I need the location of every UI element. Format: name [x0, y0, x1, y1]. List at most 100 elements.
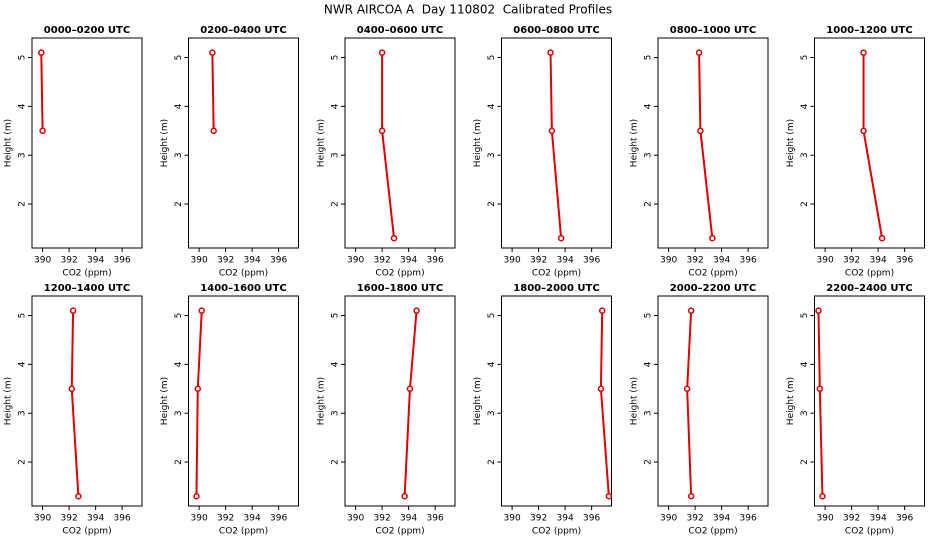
x-tick-label: 390	[504, 256, 521, 266]
profile-point	[819, 492, 826, 500]
x-tick-label: 396	[740, 514, 757, 524]
plot-frame	[657, 295, 769, 507]
profile-point	[597, 385, 605, 393]
y-tick-label: 5	[644, 55, 654, 61]
panel-title: 1000–1200 UTC	[826, 25, 912, 36]
y-tick-label: 5	[174, 55, 184, 61]
x-tick-label: 390	[347, 256, 364, 266]
y-tick-label: 5	[644, 313, 654, 319]
y-tick-label: 2	[18, 201, 28, 207]
profile-point	[860, 127, 867, 135]
panel-title: 0800–1000 UTC	[670, 25, 756, 36]
x-tick-label: 392	[374, 514, 391, 524]
x-tick-label: 396	[270, 514, 287, 524]
y-axis-label: Height (m)	[786, 119, 796, 167]
profile-line	[70, 310, 80, 497]
y-tick-label: 3	[331, 410, 341, 416]
x-tick-label: 394	[400, 256, 417, 266]
profile-line	[211, 52, 215, 131]
x-tick-label: 390	[347, 514, 364, 524]
y-tick-label: 2	[487, 201, 497, 207]
profile-point	[378, 127, 386, 135]
y-tick-label: 3	[18, 410, 28, 416]
x-axis-label: CO2 (ppm)	[219, 527, 268, 537]
x-tick-label: 394	[870, 514, 887, 524]
plot-frame	[814, 295, 925, 507]
x-tick-label: 392	[687, 514, 704, 524]
plot-frame	[344, 37, 456, 249]
y-tick-label: 2	[174, 201, 184, 207]
x-tick-label: 390	[504, 514, 521, 524]
x-tick-label: 390	[817, 256, 834, 266]
profile-point	[878, 234, 886, 242]
panel-title: 0400–0600 UTC	[357, 25, 443, 36]
panel-title: 1400–1600 UTC	[200, 283, 286, 294]
y-tick-label: 5	[487, 313, 497, 319]
y-axis-label: Height (m)	[786, 377, 796, 425]
profile-point	[548, 127, 556, 135]
plot-frame	[31, 295, 143, 507]
profile-point	[193, 492, 200, 500]
y-axis-label: Height (m)	[160, 119, 170, 167]
y-tick-label: 3	[800, 152, 810, 158]
panel-title: 2200–2400 UTC	[826, 283, 912, 294]
x-tick-label: 396	[114, 514, 131, 524]
profile-line	[599, 310, 610, 497]
y-tick-label: 5	[487, 55, 497, 61]
x-tick-label: 390	[34, 514, 51, 524]
y-axis-label: Height (m)	[317, 377, 327, 425]
x-tick-label: 396	[427, 256, 444, 266]
x-tick-label: 394	[244, 256, 261, 266]
x-tick-label: 390	[191, 514, 208, 524]
y-tick-label: 4	[487, 103, 497, 109]
x-axis-label: CO2 (ppm)	[845, 269, 894, 279]
x-tick-label: 392	[687, 256, 704, 266]
x-tick-label: 390	[191, 256, 208, 266]
y-tick-label: 2	[487, 459, 497, 465]
y-axis-label: Height (m)	[473, 119, 483, 167]
panel-title: 0000–0200 UTC	[44, 25, 130, 36]
y-tick-label: 3	[800, 410, 810, 416]
profile-point	[194, 385, 202, 393]
y-tick-label: 5	[331, 55, 341, 61]
y-tick-label: 3	[174, 152, 184, 158]
y-tick-label: 2	[800, 201, 810, 207]
profile-point	[697, 127, 704, 135]
x-axis-label: CO2 (ppm)	[532, 527, 581, 537]
profile-point	[39, 127, 46, 135]
y-axis-label: Height (m)	[630, 377, 640, 425]
y-tick-label: 2	[644, 201, 654, 207]
y-tick-label: 5	[331, 313, 341, 319]
profile-line	[195, 310, 203, 497]
profile-point	[687, 307, 695, 314]
x-tick-label: 392	[374, 256, 391, 266]
x-axis-label: CO2 (ppm)	[62, 527, 111, 537]
plot-frame	[657, 37, 769, 249]
y-axis-label: Height (m)	[4, 119, 14, 167]
x-tick-label: 396	[583, 256, 600, 266]
y-tick-label: 2	[174, 459, 184, 465]
y-tick-label: 4	[487, 361, 497, 367]
y-axis-label: Height (m)	[630, 119, 640, 167]
y-tick-label: 2	[331, 459, 341, 465]
y-tick-label: 5	[800, 313, 810, 319]
x-tick-label: 394	[713, 514, 730, 524]
profile-line	[40, 52, 44, 131]
y-axis-label: Height (m)	[160, 377, 170, 425]
x-axis-label: CO2 (ppm)	[688, 269, 737, 279]
x-tick-label: 390	[34, 256, 51, 266]
y-tick-label: 5	[800, 55, 810, 61]
profile-point	[69, 307, 77, 314]
panel-title: 0600–0800 UTC	[513, 25, 599, 36]
plot-frame	[31, 37, 143, 249]
panel-title: 1800–2000 UTC	[513, 283, 599, 294]
y-tick-label: 4	[800, 361, 810, 367]
profile-line	[381, 52, 396, 239]
profile-point	[683, 385, 691, 393]
x-tick-label: 396	[114, 256, 131, 266]
x-tick-label: 392	[530, 514, 547, 524]
x-tick-label: 394	[400, 514, 417, 524]
profile-point	[557, 234, 565, 242]
x-tick-label: 390	[660, 514, 677, 524]
